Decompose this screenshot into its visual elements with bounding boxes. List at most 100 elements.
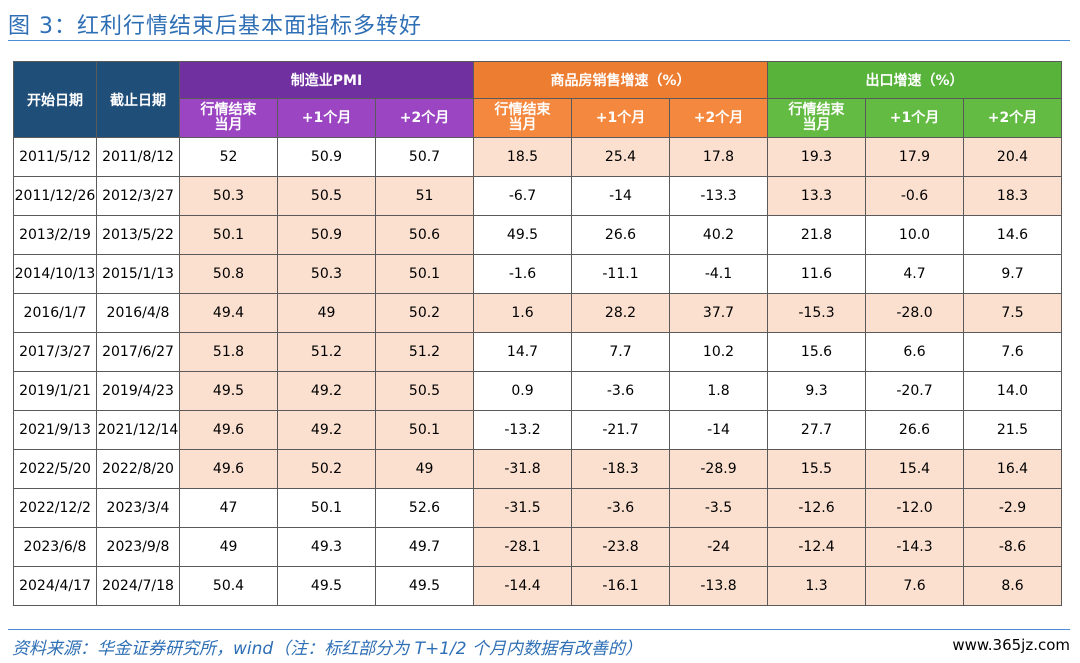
export-value-cell: 7.6: [963, 332, 1062, 372]
table-row: 2021/9/13 2021/12/14 49.6 49.2 50.1 -13.2 -21.…: [13, 410, 1062, 450]
pmi-value-cell: 50.9: [277, 215, 376, 255]
start-date-cell: 2016/1/7: [13, 293, 97, 333]
export-value-cell: 13.3: [767, 176, 866, 216]
end-date-cell: 2013/5/22: [96, 215, 180, 255]
house-value-cell: 1.6: [473, 293, 572, 333]
table-row: 2011/12/26 2012/3/27 50.3 50.5 51 -6.7 -14 -13.…: [13, 176, 1062, 216]
source-note: 资料来源：华金证券研究所，wind（注：标红部分为 T+1/2 个月内数据有改善…: [12, 639, 642, 659]
house-value-cell: -6.7: [473, 176, 572, 216]
end-date-cell: 2011/8/12: [96, 137, 180, 177]
pmi-value-cell: 50.1: [277, 488, 376, 528]
house-value-cell: -14: [571, 176, 670, 216]
export-value-cell: 11.6: [767, 254, 866, 294]
export-value-cell: 9.7: [963, 254, 1062, 294]
table-row: 2017/3/27 2017/6/27 51.8 51.2 51.2 14.7 7.7 10.…: [13, 332, 1062, 372]
pmi-value-cell: 49.6: [179, 449, 278, 489]
watermark: www.365jz.com: [952, 636, 1070, 654]
pmi-value-cell: 50.1: [375, 254, 474, 294]
start-date-cell: 2019/1/21: [13, 371, 97, 411]
end-date-cell: 2017/6/27: [96, 332, 180, 372]
source-divider: [8, 629, 1070, 630]
export-value-cell: -20.7: [865, 371, 964, 411]
pmi-value-cell: 49.7: [375, 527, 474, 567]
end-date-cell: 2022/8/20: [96, 449, 180, 489]
house-value-cell: 1.8: [669, 371, 768, 411]
table-row: 2011/5/12 2011/8/12 52 50.9 50.7 18.5 25.4 17.8…: [13, 137, 1062, 177]
header-house-current: 行情结束当月: [473, 98, 572, 138]
pmi-value-cell: 49.3: [277, 527, 376, 567]
export-value-cell: 18.3: [963, 176, 1062, 216]
house-value-cell: -3.5: [669, 488, 768, 528]
header-house-plus1: +1个月: [571, 98, 670, 138]
house-value-cell: -21.7: [571, 410, 670, 450]
pmi-value-cell: 49.6: [179, 410, 278, 450]
house-value-cell: -13.8: [669, 566, 768, 606]
export-value-cell: -28.0: [865, 293, 964, 333]
export-value-cell: 14.0: [963, 371, 1062, 411]
end-date-cell: 2024/7/18: [96, 566, 180, 606]
export-value-cell: 27.7: [767, 410, 866, 450]
house-value-cell: -31.8: [473, 449, 572, 489]
house-value-cell: 28.2: [571, 293, 670, 333]
house-value-cell: -4.1: [669, 254, 768, 294]
header-end-date: 截止日期: [96, 61, 180, 138]
house-value-cell: 18.5: [473, 137, 572, 177]
export-value-cell: -2.9: [963, 488, 1062, 528]
title-divider: [8, 40, 1070, 41]
figure-title: 图 3：红利行情结束后基本面指标多转好: [8, 14, 422, 39]
pmi-value-cell: 50.9: [277, 137, 376, 177]
pmi-value-cell: 49: [375, 449, 474, 489]
pmi-value-cell: 49.2: [277, 371, 376, 411]
pmi-value-cell: 50.1: [179, 215, 278, 255]
pmi-value-cell: 50.3: [277, 254, 376, 294]
pmi-value-cell: 52.6: [375, 488, 474, 528]
export-value-cell: -14.3: [865, 527, 964, 567]
pmi-value-cell: 50.2: [375, 293, 474, 333]
house-value-cell: 0.9: [473, 371, 572, 411]
start-date-cell: 2023/6/8: [13, 527, 97, 567]
pmi-value-cell: 51.2: [277, 332, 376, 372]
export-value-cell: 19.3: [767, 137, 866, 177]
pmi-value-cell: 51.2: [375, 332, 474, 372]
house-value-cell: 49.5: [473, 215, 572, 255]
house-value-cell: -11.1: [571, 254, 670, 294]
start-date-cell: 2013/2/19: [13, 215, 97, 255]
export-value-cell: 15.4: [865, 449, 964, 489]
table-row: 2019/1/21 2019/4/23 49.5 49.2 50.5 0.9 -3.6 1.8…: [13, 371, 1062, 411]
header-pmi-plus1: +1个月: [277, 98, 376, 138]
header-pmi-current: 行情结束当月: [179, 98, 278, 138]
pmi-value-cell: 49.5: [375, 566, 474, 606]
table-row: 2014/10/13 2015/1/13 50.8 50.3 50.1 -1.6 -11.1…: [13, 254, 1062, 294]
data-table: 开始日期 截止日期 制造业PMI 商品房销售增速（%） 出口增速（%） 行情结束…: [13, 61, 1062, 606]
pmi-value-cell: 50.5: [375, 371, 474, 411]
pmi-value-cell: 47: [179, 488, 278, 528]
end-date-cell: 2023/9/8: [96, 527, 180, 567]
pmi-value-cell: 52: [179, 137, 278, 177]
header-house-group: 商品房销售增速（%）: [473, 61, 768, 99]
start-date-cell: 2022/5/20: [13, 449, 97, 489]
house-value-cell: 14.7: [473, 332, 572, 372]
house-value-cell: -31.5: [473, 488, 572, 528]
header-export-current: 行情结束当月: [767, 98, 866, 138]
table-row: 2016/1/7 2016/4/8 49.4 49 50.2 1.6 28.2 37.7 -15…: [13, 293, 1062, 333]
house-value-cell: -3.6: [571, 488, 670, 528]
house-value-cell: 10.2: [669, 332, 768, 372]
export-value-cell: 15.5: [767, 449, 866, 489]
end-date-cell: 2019/4/23: [96, 371, 180, 411]
house-value-cell: -13.2: [473, 410, 572, 450]
start-date-cell: 2011/12/26: [13, 176, 97, 216]
export-value-cell: -12.0: [865, 488, 964, 528]
pmi-value-cell: 49.5: [179, 371, 278, 411]
pmi-value-cell: 50.7: [375, 137, 474, 177]
table-row: 2022/12/2 2023/3/4 47 50.1 52.6 -31.5 -3.6 -3.5…: [13, 488, 1062, 528]
house-value-cell: -23.8: [571, 527, 670, 567]
house-value-cell: 26.6: [571, 215, 670, 255]
table-row: 2024/4/17 2024/7/18 50.4 49.5 49.5 -14.4 -16.1…: [13, 566, 1062, 606]
house-value-cell: -24: [669, 527, 768, 567]
end-date-cell: 2016/4/8: [96, 293, 180, 333]
pmi-value-cell: 50.6: [375, 215, 474, 255]
export-value-cell: 10.0: [865, 215, 964, 255]
export-value-cell: 8.6: [963, 566, 1062, 606]
house-value-cell: 40.2: [669, 215, 768, 255]
header-export-group: 出口增速（%）: [767, 61, 1062, 99]
